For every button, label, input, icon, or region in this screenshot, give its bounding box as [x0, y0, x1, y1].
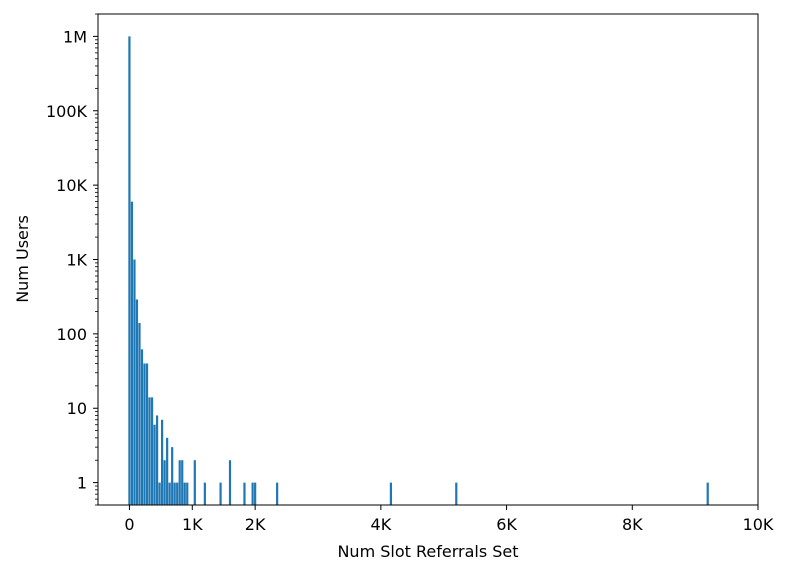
x-tick-label: 2K — [245, 515, 266, 534]
y-tick-label: 10K — [56, 176, 87, 195]
histogram-bar — [254, 482, 257, 505]
y-tick-label: 10 — [67, 399, 87, 418]
histogram-bar — [143, 363, 146, 505]
histogram-bar — [168, 482, 171, 505]
y-tick-label: 1M — [63, 27, 87, 46]
histogram-bar — [176, 482, 179, 505]
histogram-bar — [178, 460, 181, 505]
histogram-bar — [138, 323, 141, 505]
bars-group — [128, 36, 709, 505]
histogram-bar — [228, 460, 232, 505]
histogram-bar — [219, 482, 222, 505]
x-tick-label: 1K — [182, 515, 203, 534]
histogram-bar — [173, 482, 176, 505]
y-axis-ticks: 1 10 100 1K 10K 100K 1M — [46, 13, 98, 506]
histogram-bar — [183, 482, 186, 505]
y-axis-label: Num Users — [13, 215, 32, 303]
histogram-bar — [389, 482, 393, 505]
x-tick-label: 4K — [371, 515, 392, 534]
histogram-bar — [166, 437, 169, 505]
histogram-bar — [145, 363, 149, 505]
x-tick-label: 10K — [743, 515, 774, 534]
histogram-bar — [193, 460, 196, 505]
y-tick-label: 1 — [77, 474, 87, 493]
x-axis-ticks: 0 1K 2K 4K 6K 8K 10K — [124, 505, 774, 534]
histogram-bar — [155, 415, 159, 505]
histogram-bar — [130, 201, 134, 505]
histogram-bar — [161, 419, 164, 505]
histogram-bar — [181, 460, 184, 505]
histogram-bar — [150, 397, 154, 505]
histogram-bar — [251, 482, 254, 505]
histogram-bar — [128, 36, 131, 505]
y-tick-label: 100K — [46, 102, 88, 121]
histogram-bar — [203, 482, 206, 505]
histogram-bar — [135, 299, 139, 505]
histogram-bar — [163, 460, 166, 505]
histogram-bar — [153, 424, 156, 505]
histogram-bar — [133, 259, 136, 505]
histogram-bar — [276, 482, 279, 505]
y-tick-label: 100 — [56, 325, 87, 344]
histogram-bar — [706, 482, 709, 505]
histogram-bar — [455, 482, 458, 505]
y-tick-label: 1K — [66, 251, 87, 270]
x-axis-label: Num Slot Referrals Set — [337, 542, 518, 561]
x-tick-label: 0 — [124, 515, 134, 534]
histogram-bar — [171, 447, 174, 505]
histogram-bar — [186, 482, 189, 505]
x-tick-label: 6K — [496, 515, 517, 534]
histogram-bar — [140, 349, 144, 505]
histogram-bar — [243, 482, 246, 505]
x-tick-label: 8K — [622, 515, 643, 534]
histogram-bar — [148, 397, 151, 505]
histogram-bar — [158, 482, 161, 505]
